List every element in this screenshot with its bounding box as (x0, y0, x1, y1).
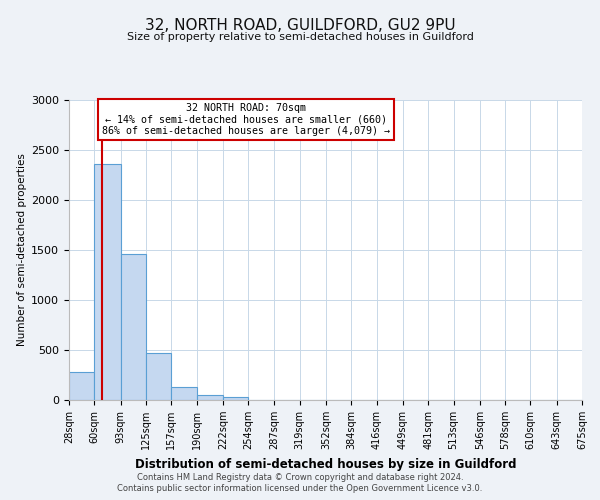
Y-axis label: Number of semi-detached properties: Number of semi-detached properties (17, 154, 27, 346)
Text: 32, NORTH ROAD, GUILDFORD, GU2 9PU: 32, NORTH ROAD, GUILDFORD, GU2 9PU (145, 18, 455, 32)
Bar (197, 394, 223, 400)
Text: Size of property relative to semi-detached houses in Guildford: Size of property relative to semi-detach… (127, 32, 473, 42)
Text: Contains HM Land Registry data © Crown copyright and database right 2024.: Contains HM Land Registry data © Crown c… (137, 472, 463, 482)
Bar (69, 372, 94, 400)
Text: 32 NORTH ROAD: 70sqm
← 14% of semi-detached houses are smaller (660)
86% of semi: 32 NORTH ROAD: 70sqm ← 14% of semi-detac… (102, 103, 390, 136)
X-axis label: Distribution of semi-detached houses by size in Guildford: Distribution of semi-detached houses by … (135, 458, 516, 470)
Bar (121, 254, 146, 400)
Text: Contains public sector information licensed under the Open Government Licence v3: Contains public sector information licen… (118, 484, 482, 493)
Bar (171, 387, 197, 400)
Bar (223, 396, 248, 400)
Bar (146, 353, 171, 400)
Bar (94, 164, 121, 400)
